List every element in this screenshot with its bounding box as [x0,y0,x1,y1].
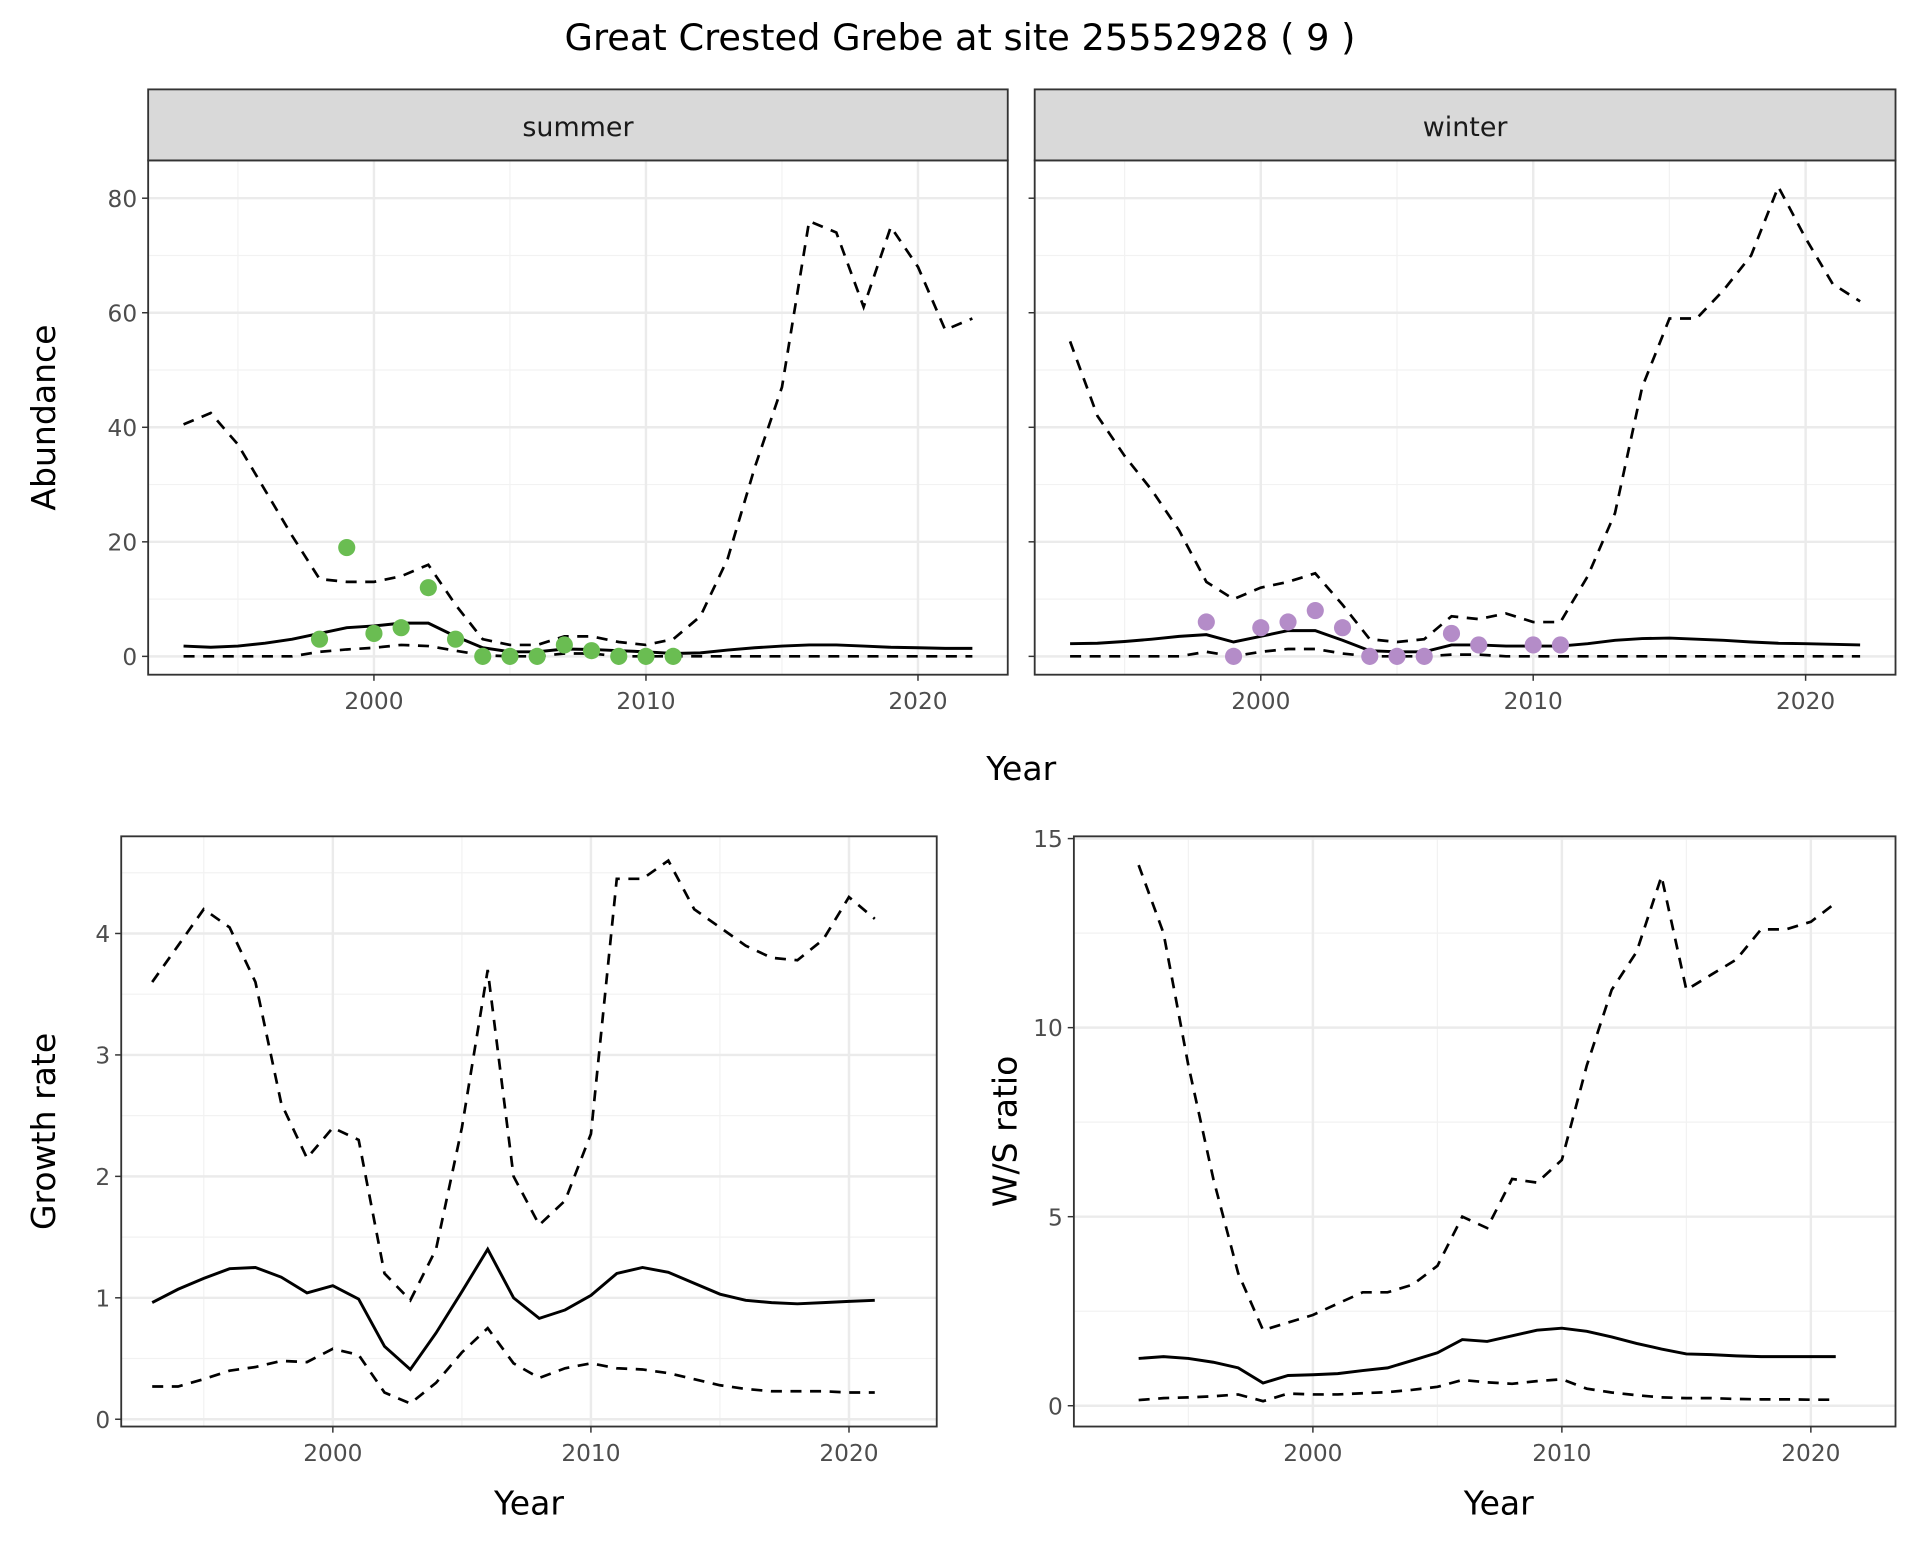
plot-background [148,160,1008,675]
facet-strip-label: summer [522,112,634,143]
data-point [1361,647,1379,665]
data-point [1252,619,1270,637]
panel-panel2: 0 1 2 3 4 2000 2010 2020 Year Growth rate [24,835,938,1523]
x-tick-label: 2000 [1231,688,1290,715]
data-point [664,647,682,665]
x-axis-title: Year [1463,1484,1534,1523]
y-tick-label: 1 [95,1285,110,1312]
upper-bound-line [183,219,973,647]
y-tick-label: 10 [1033,1015,1063,1042]
x-tick-label: 2000 [344,688,403,715]
data-point [1197,613,1215,631]
data-point [610,647,628,665]
data-point [392,619,410,637]
x-tick-label: 2020 [819,1440,878,1467]
data-point [1224,647,1243,665]
y-tick-label: 2 [95,1164,110,1191]
data-point [1551,636,1570,654]
x-tick-label: 2010 [561,1440,620,1467]
plot-background [1034,160,1896,675]
y-tick-label: 4 [95,921,110,948]
x-tick-label: 2020 [1781,1440,1840,1467]
data-point [365,624,383,643]
y-tick-label: 20 [108,529,138,556]
data-point [474,647,492,665]
x-tick-label: 2010 [1504,688,1563,715]
panel-border [120,835,938,1428]
x-tick-label: 2000 [1283,1440,1342,1467]
data-point [1306,601,1324,620]
y-tick-label: 60 [108,300,138,327]
mean-line [1138,1326,1836,1385]
data-point [310,630,329,648]
facet-strip [1033,88,1897,162]
x-tick-label: 2000 [303,1440,362,1467]
y-tick-label: 15 [1033,826,1063,853]
lower-bound-line [183,643,973,658]
mean-line [151,1246,875,1372]
lower-bound-line [1070,647,1861,658]
x-axis-title: Year [493,1484,564,1523]
data-point [1442,624,1461,643]
data-point [1279,613,1297,631]
y-tick-label: 80 [108,186,138,213]
plot-background [121,836,937,1427]
data-point [637,647,655,665]
facet-strip-label: winter [1423,112,1509,143]
x-tick-label: 2010 [1532,1440,1591,1467]
data-point [446,630,465,648]
chart-title: Great Crested Grebe at site 25552928 ( 9… [565,16,1356,59]
x-axis-title-top: Year [985,749,1056,788]
y-tick-label: 0 [1048,1393,1063,1420]
panel-panel3: 0 5 10 15 2000 2010 2020 Year W/S ratio [985,826,1897,1523]
x-tick-label: 2020 [1776,688,1835,715]
panel-border [1072,835,1897,1428]
upper-bound-line [151,858,876,1303]
data-point [1470,636,1488,654]
y-tick-label: 0 [122,644,137,671]
y-tick-label: 3 [95,1042,110,1069]
data-point [528,647,546,665]
y-tick-label: 0 [95,1407,110,1434]
mean-line [1070,629,1861,654]
upper-bound-line [1068,183,1861,644]
y-axis-title: Abundance [24,324,63,510]
plot-background [1073,836,1896,1427]
data-point [1415,647,1433,665]
lower-bound-line [152,1326,875,1406]
data-point [582,642,601,660]
data-point [338,538,356,557]
y-axis-title: W/S ratio [985,1056,1024,1208]
upper-bound-line [1137,864,1837,1332]
data-point [1524,636,1542,654]
x-tick-label: 2010 [616,688,675,715]
facet-strip [147,88,1009,162]
data-point [419,579,437,597]
data-point [501,647,519,665]
panel-summer: 0 20 40 60 80 2000 2010 2020 summer Abundance [24,88,1009,715]
y-tick-label: 5 [1048,1204,1063,1231]
y-axis-title: Growth rate [24,1033,63,1230]
data-point [555,636,573,654]
panel-winter: 2000 2010 2020 winter [1028,88,1897,715]
y-tick-label: 40 [108,415,138,442]
data-point [1388,647,1406,665]
data-point [1333,619,1352,637]
x-tick-label: 2020 [888,688,947,715]
